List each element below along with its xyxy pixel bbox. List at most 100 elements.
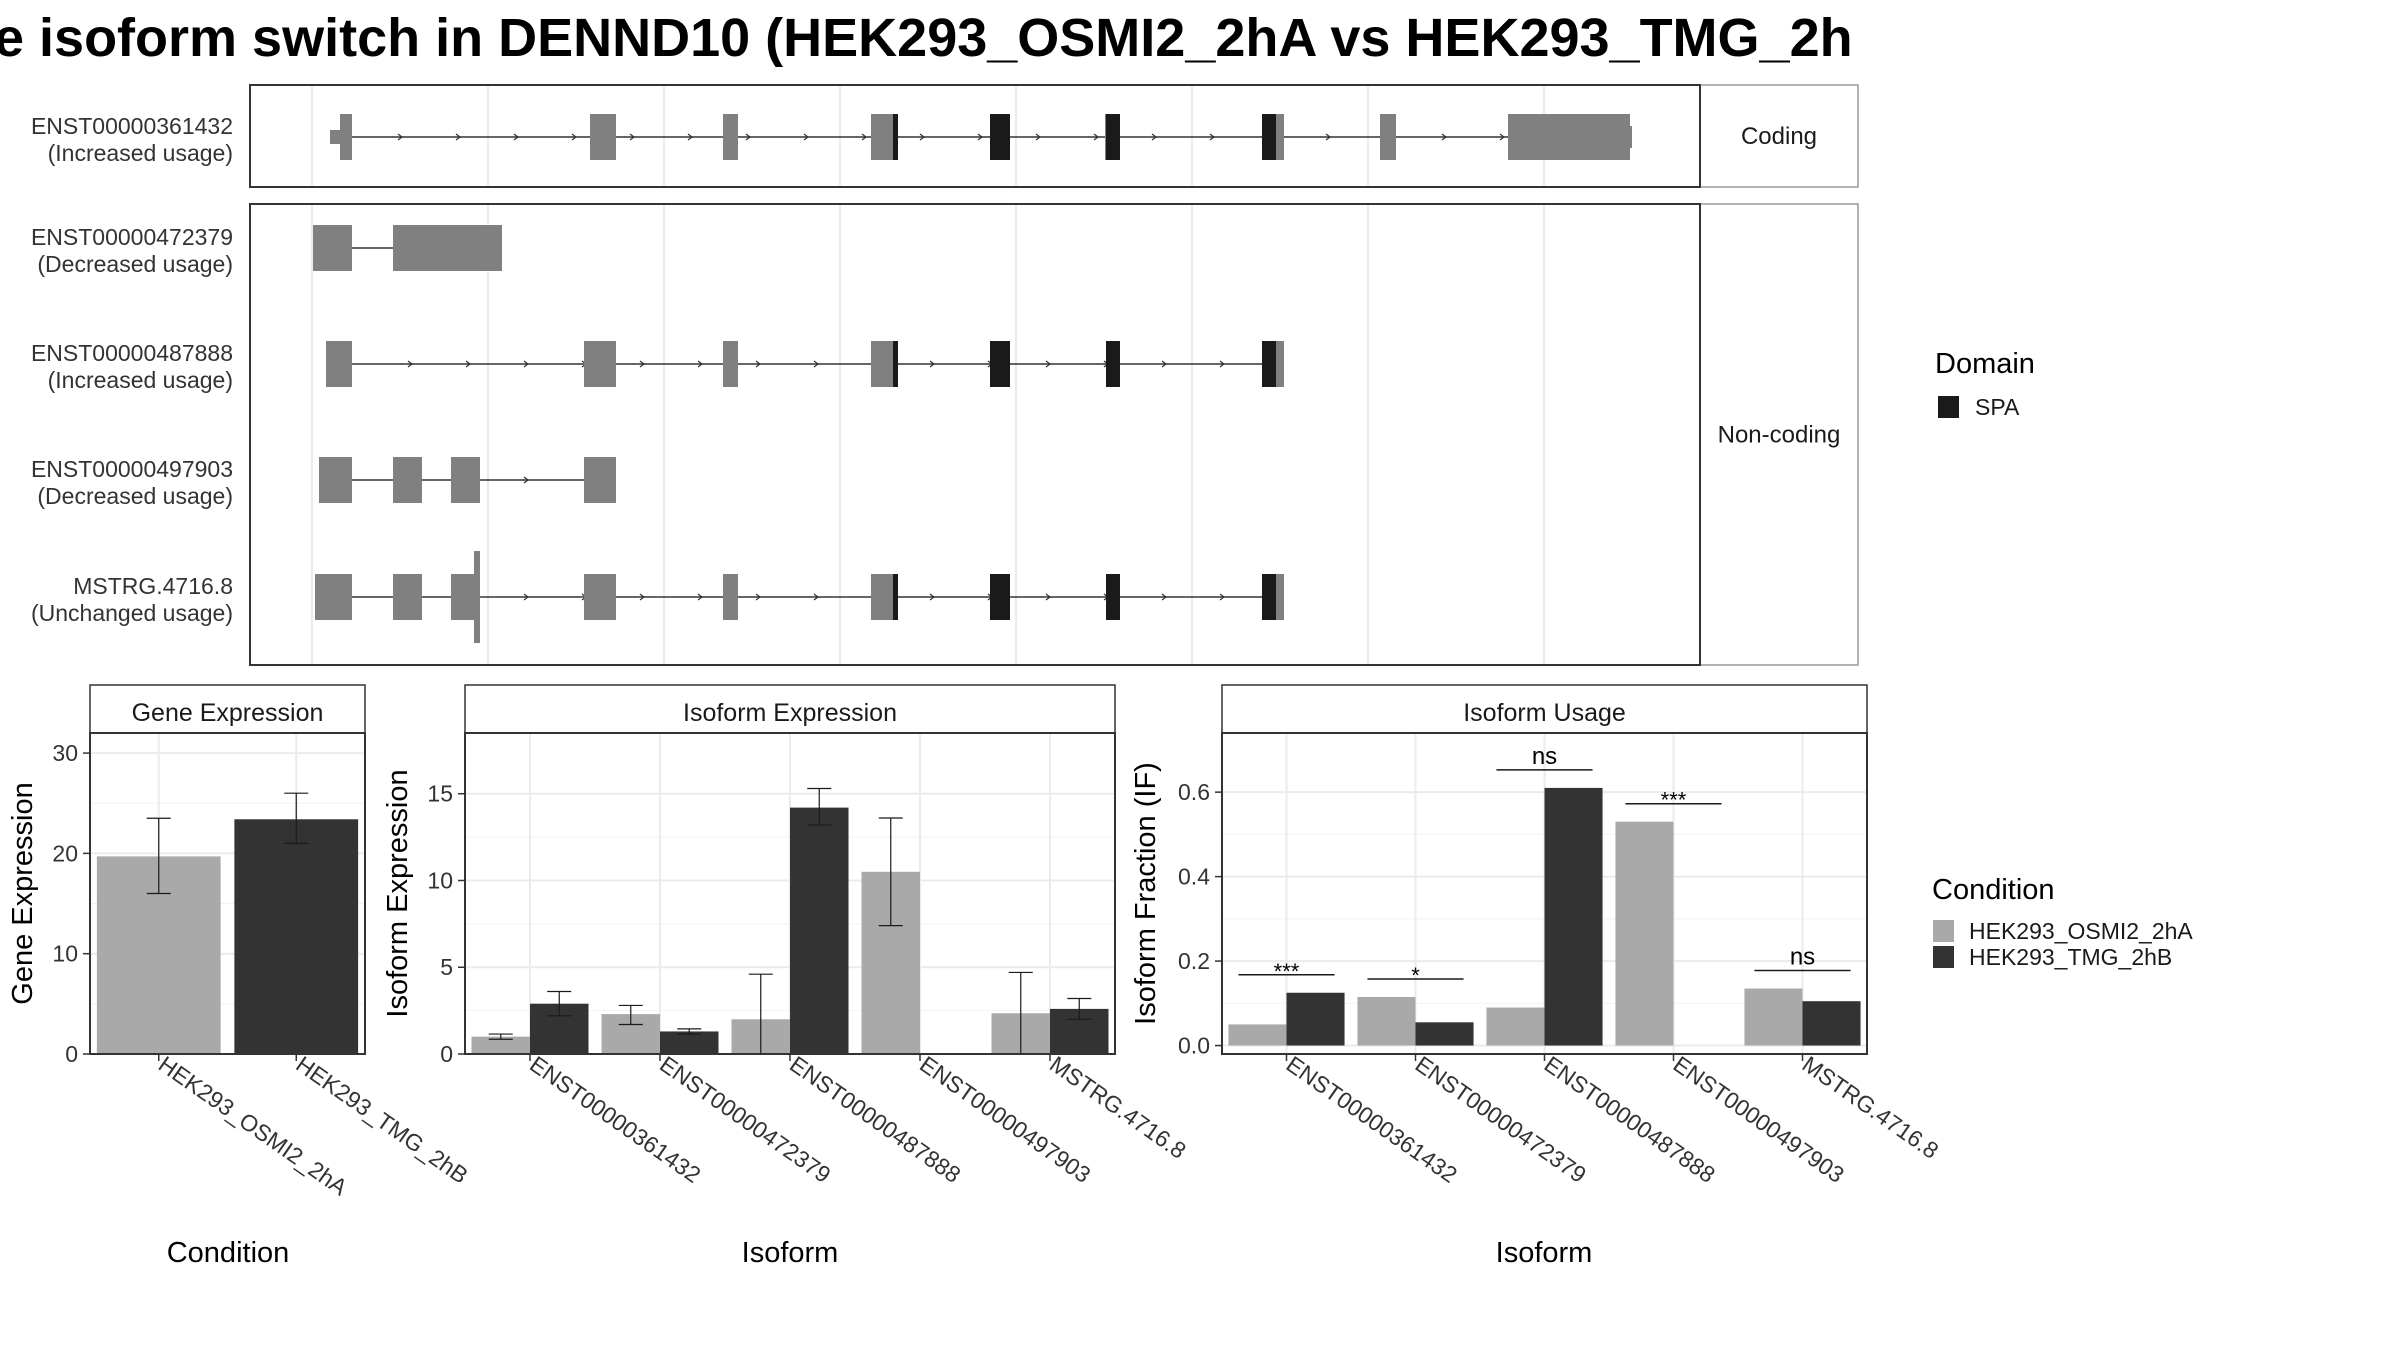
bar [660,1031,719,1054]
exon-block [1508,114,1530,160]
intron-arrow [1219,593,1225,601]
coding-panel-strip-label: Coding [1741,123,1817,150]
coding-panel-border [249,84,1701,188]
chart-title: Isoform Usage [1463,699,1626,727]
transcript-row: ENST00000472379(Decreased usage) [31,224,502,277]
chart-panel-1: Isoform Expression051015ENST00000361432E… [382,684,1191,1269]
intron-arrow [813,360,819,368]
domain-block-spa [893,341,898,387]
intron-arrow [697,360,703,368]
exon-block [723,341,738,387]
bar [790,807,849,1054]
intron-arrow [1325,133,1331,141]
exon-block [584,574,616,620]
domain-block-spa [1106,341,1120,387]
intron-arrow [1209,133,1215,141]
bar [1357,996,1416,1046]
exon-block [1276,341,1284,387]
exon-block [584,457,616,503]
domain-block-spa [1106,114,1120,160]
intron-arrow [571,133,577,141]
bar [471,1036,530,1054]
exon-block [393,574,422,620]
y-tick-label: 0 [440,1041,453,1067]
x-axis-title: Isoform [742,1237,839,1269]
intron-arrow [1151,133,1157,141]
exon-block [474,551,480,643]
exon-block [584,341,616,387]
domain-legend-label-spa: SPA [1975,394,2020,420]
intron-arrow [523,593,529,601]
y-tick-label: 0.0 [1178,1033,1210,1059]
transcript-row: ENST00000361432(Increased usage) [31,113,1632,166]
exon-block [340,114,352,160]
intron-arrow [1219,360,1225,368]
noncoding-panel-strip-label: Non-coding [1718,422,1841,449]
y-tick-label: 20 [52,840,78,866]
y-axis-title: Isoform Expression [382,769,414,1017]
domain-block-spa [893,114,898,160]
bar [1286,992,1345,1046]
exon-block [1276,574,1284,620]
transcript-id-label: ENST00000487888 [31,340,233,366]
condition-legend-label-tmg: HEK293_TMG_2hB [1969,944,2172,970]
intron-arrow [1441,133,1447,141]
y-tick-label: 10 [427,867,453,893]
exon-block [451,574,477,620]
transcript-usage-label: (Decreased usage) [37,251,233,277]
condition-legend-key-osmi [1933,920,1954,942]
transcript-structure-panels: CodingNon-codingENST00000361432(Increase… [31,84,1859,666]
significance-label: * [1411,963,1420,988]
y-tick-label: 5 [440,954,453,980]
intron-arrow [523,476,529,484]
figure-title: e isoform switch in DENND10 (HEK293_OSMI… [0,8,1853,68]
noncoding-panel-strip [1699,203,1859,666]
exon-block [326,341,352,387]
intron-arrow [1035,133,1041,141]
y-tick-label: 0.2 [1178,948,1210,974]
intron-arrow [919,133,925,141]
transcript-usage-label: (Increased usage) [48,367,233,393]
chart-title: Gene Expression [132,699,324,727]
intron-arrow [929,593,935,601]
intron-arrow [1045,593,1051,601]
exon-block [319,457,352,503]
exon-block [1380,114,1396,160]
y-tick-label: 30 [52,740,78,766]
y-tick-label: 0.6 [1178,779,1210,805]
exon-block [393,225,502,271]
bar [1486,1007,1545,1046]
intron-arrow [1161,593,1167,601]
bar [1802,1001,1861,1046]
bar [1415,1022,1474,1046]
y-tick-label: 10 [52,941,78,967]
intron-arrow [687,133,693,141]
exon-block [330,130,342,144]
intron-arrow [977,133,983,141]
transcript-row: ENST00000497903(Decreased usage) [31,456,616,509]
significance-label: *** [1274,959,1300,984]
exon-block [393,457,422,503]
intron-arrow [929,360,935,368]
intron-arrow [455,133,461,141]
intron-arrow [1499,133,1505,141]
transcript-usage-label: (Unchanged usage) [31,600,233,626]
condition-legend-key-tmg [1933,946,1954,968]
intron-arrow [639,593,645,601]
intron-arrow [1093,133,1099,141]
bar [234,819,359,1054]
intron-arrow [861,133,867,141]
intron-arrow [755,360,761,368]
transcript-usage-label: (Decreased usage) [37,483,233,509]
condition-legend-label-osmi: HEK293_OSMI2_2hA [1969,918,2193,944]
bar-chart-panels: Gene Expression0102030HEK293_OSMI2_2hAHE… [7,684,1943,1269]
domain-block-spa [1106,574,1120,620]
transcript-id-label: ENST00000361432 [31,113,233,139]
significance-label: ns [1790,944,1815,971]
intron-arrow [523,360,529,368]
coding-panel-background [250,85,1700,187]
intron-arrow [745,133,751,141]
y-tick-label: 0 [65,1041,78,1067]
